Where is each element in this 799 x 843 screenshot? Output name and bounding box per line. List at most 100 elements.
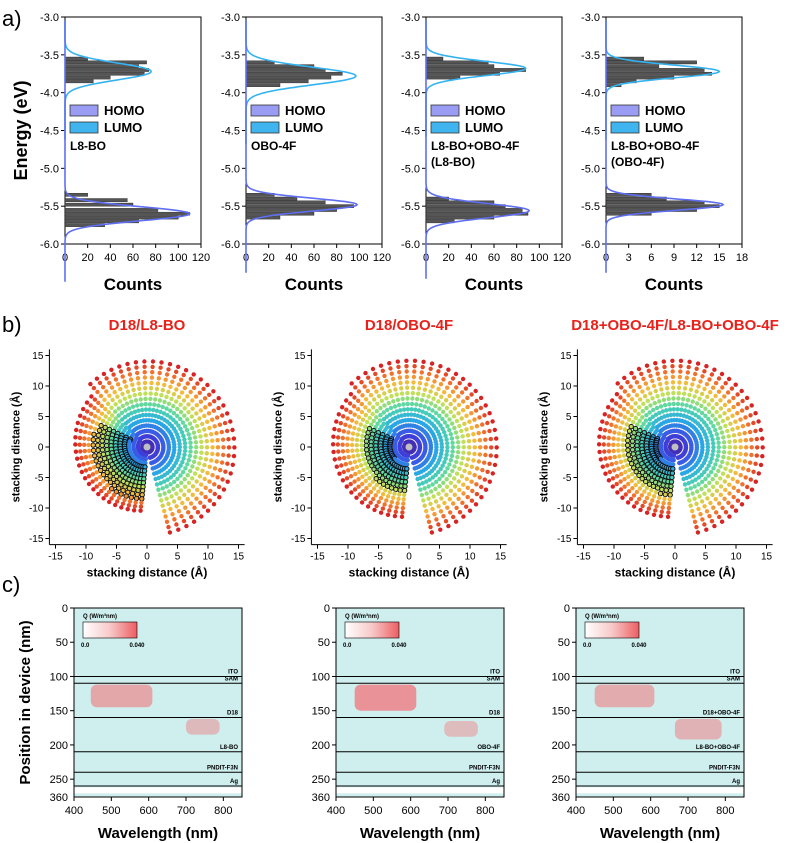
data-point [747, 429, 753, 435]
data-point [174, 399, 179, 404]
data-point [136, 408, 141, 413]
data-point [228, 419, 233, 424]
data-point [127, 499, 133, 504]
data-point [83, 468, 89, 473]
data-point [600, 464, 605, 469]
data-point [190, 464, 195, 469]
data-point [647, 417, 653, 422]
layer-label: ITO [228, 669, 238, 675]
data-point [722, 411, 727, 416]
data-point [718, 484, 724, 489]
data-point [456, 411, 461, 416]
origin-point [405, 443, 413, 451]
data-point [618, 459, 624, 464]
absorption-maps: ITOSAMD18L8-BOPNDIT-F3NAg050100150200250… [17, 603, 746, 842]
data-point [359, 409, 365, 415]
data-point [203, 433, 208, 438]
data-point [82, 476, 88, 481]
data-point [657, 399, 662, 404]
data-point [720, 505, 725, 511]
data-point [598, 426, 603, 432]
data-point [427, 412, 432, 418]
data-point [172, 374, 177, 379]
data-point [714, 401, 719, 407]
data-point [631, 430, 637, 436]
data-point [355, 407, 361, 412]
data-point [92, 405, 97, 411]
legend-label: HOMO [104, 103, 144, 118]
data-point [75, 420, 81, 426]
data-point [426, 484, 431, 489]
legend-title: L8-BO+OBO-4F [431, 139, 519, 153]
data-point [357, 458, 362, 463]
data-point [602, 412, 607, 417]
data-point [365, 430, 371, 436]
data-point [135, 370, 140, 376]
data-point [465, 485, 470, 490]
data-point [670, 358, 675, 363]
data-point [175, 476, 180, 481]
colorbar-min: 0.0 [583, 643, 592, 649]
data-point [703, 406, 708, 411]
data-point [405, 407, 410, 412]
data-point [195, 466, 200, 471]
data-point [220, 437, 226, 442]
data-point [430, 408, 435, 413]
data-point [428, 501, 433, 506]
data-point [703, 483, 708, 489]
data-point [359, 380, 364, 385]
data-point [178, 409, 184, 415]
data-point [751, 420, 756, 426]
data-point [708, 500, 713, 506]
x-tick-label: -5 [374, 552, 383, 563]
bar-homo [245, 204, 354, 208]
data-point [694, 501, 699, 506]
data-point [443, 372, 449, 377]
data-point [443, 433, 448, 438]
data-point [711, 448, 716, 454]
data-point [436, 420, 441, 425]
data-point [212, 491, 217, 497]
data-point [172, 517, 177, 522]
data-point [166, 501, 171, 506]
data-point [474, 466, 480, 471]
data-point [356, 427, 362, 432]
data-point [385, 383, 391, 389]
data-point [190, 398, 195, 403]
data-point [654, 366, 659, 371]
data-point [725, 461, 730, 466]
data-point [443, 469, 448, 475]
data-point [709, 519, 715, 524]
data-point [331, 434, 336, 439]
y-tick-label: -5 [34, 473, 43, 484]
data-point [702, 469, 707, 475]
data-point [366, 408, 372, 413]
data-point [363, 370, 368, 376]
data-point [360, 481, 365, 487]
data-point [432, 379, 437, 384]
gaussian-fit-homo [64, 20, 191, 282]
data-point [365, 388, 370, 394]
data-point [427, 371, 432, 377]
data-point [171, 486, 176, 492]
data-point [118, 386, 123, 392]
data-point [186, 402, 191, 407]
data-point [459, 390, 465, 395]
data-point [735, 411, 740, 416]
y-tick-label: 200 [50, 740, 68, 752]
data-point [96, 452, 102, 458]
data-point [753, 479, 758, 484]
data-point [638, 397, 643, 402]
data-point [687, 392, 692, 398]
x-tick-label: 10 [464, 552, 476, 563]
data-point [118, 369, 124, 374]
data-point [455, 440, 461, 445]
data-point [749, 452, 754, 458]
x-tick-label: 120 [373, 252, 391, 264]
x-tick-label: 600 [641, 805, 659, 817]
data-point [111, 372, 116, 377]
data-point [696, 408, 701, 413]
data-point [433, 486, 438, 492]
data-point [199, 439, 204, 444]
data-point [135, 403, 140, 408]
